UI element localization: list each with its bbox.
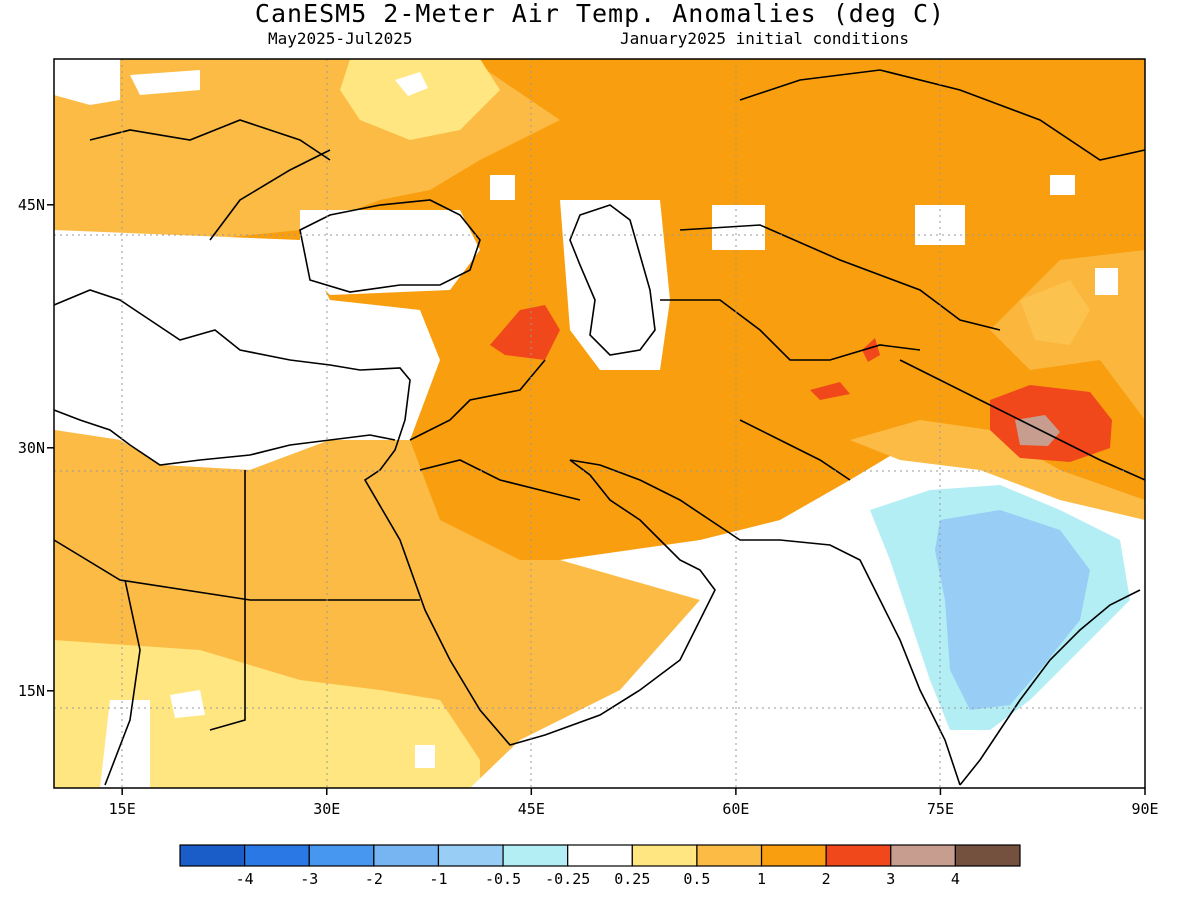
map-frame [53, 58, 1146, 789]
latitude-axis: 45N 30N 15N [18, 196, 54, 700]
lon-tick-label: 30E [313, 800, 340, 818]
anomaly-field [54, 59, 1145, 788]
colorbar-labels: -4 -3 -2 -1 -0.5 -0.25 0.25 0.5 1 2 3 4 [236, 870, 960, 888]
forecast-period: May2025-Jul2025 [268, 29, 413, 48]
coastlines [54, 69, 1145, 786]
colorbar-label: -2 [365, 870, 383, 888]
lon-tick-label: 75E [927, 800, 954, 818]
lat-tick-label: 45N [18, 196, 45, 214]
colorbar-label: -0.5 [485, 870, 521, 888]
colorbar-swatch [696, 844, 763, 867]
colorbar-swatch [437, 844, 504, 867]
graticule [54, 59, 1145, 788]
initial-conditions: January2025 initial conditions [620, 29, 909, 48]
lon-tick-label: 45E [518, 800, 545, 818]
colorbar-label: -1 [429, 870, 447, 888]
colorbar-label: 1 [757, 870, 766, 888]
colorbar-swatch [373, 844, 440, 867]
colorbar-label: 0.25 [614, 870, 650, 888]
colorbar-swatch [760, 844, 827, 867]
colorbar-swatch [244, 844, 310, 867]
lon-tick-label: 60E [722, 800, 749, 818]
colorbar-swatch [825, 844, 892, 867]
colorbar-label: 3 [886, 870, 895, 888]
colorbar-swatch [954, 844, 1021, 867]
map-title: CanESM5 2-Meter Air Temp. Anomalies (deg… [254, 0, 946, 28]
colorbar-swatch [179, 844, 246, 867]
colorbar-swatch [890, 844, 956, 867]
colorbar-label: 4 [951, 870, 960, 888]
colorbar-swatch [631, 844, 698, 867]
colorbar-swatch [308, 844, 375, 867]
colorbar-label: -3 [300, 870, 318, 888]
colorbar-label: 0.5 [683, 870, 710, 888]
colorbar-swatch [567, 844, 633, 867]
lon-tick-label: 90E [1131, 800, 1158, 818]
colorbar-label: 2 [822, 870, 831, 888]
colorbar-label: -4 [236, 870, 254, 888]
lat-tick-label: 30N [18, 439, 45, 457]
lat-tick-label: 15N [18, 682, 45, 700]
longitude-axis: 15E 30E 45E 60E 75E 90E [109, 788, 1159, 818]
colorbar [179, 844, 1021, 867]
colorbar-swatch [502, 844, 569, 867]
lon-tick-label: 15E [109, 800, 136, 818]
colorbar-label: -0.25 [545, 870, 590, 888]
